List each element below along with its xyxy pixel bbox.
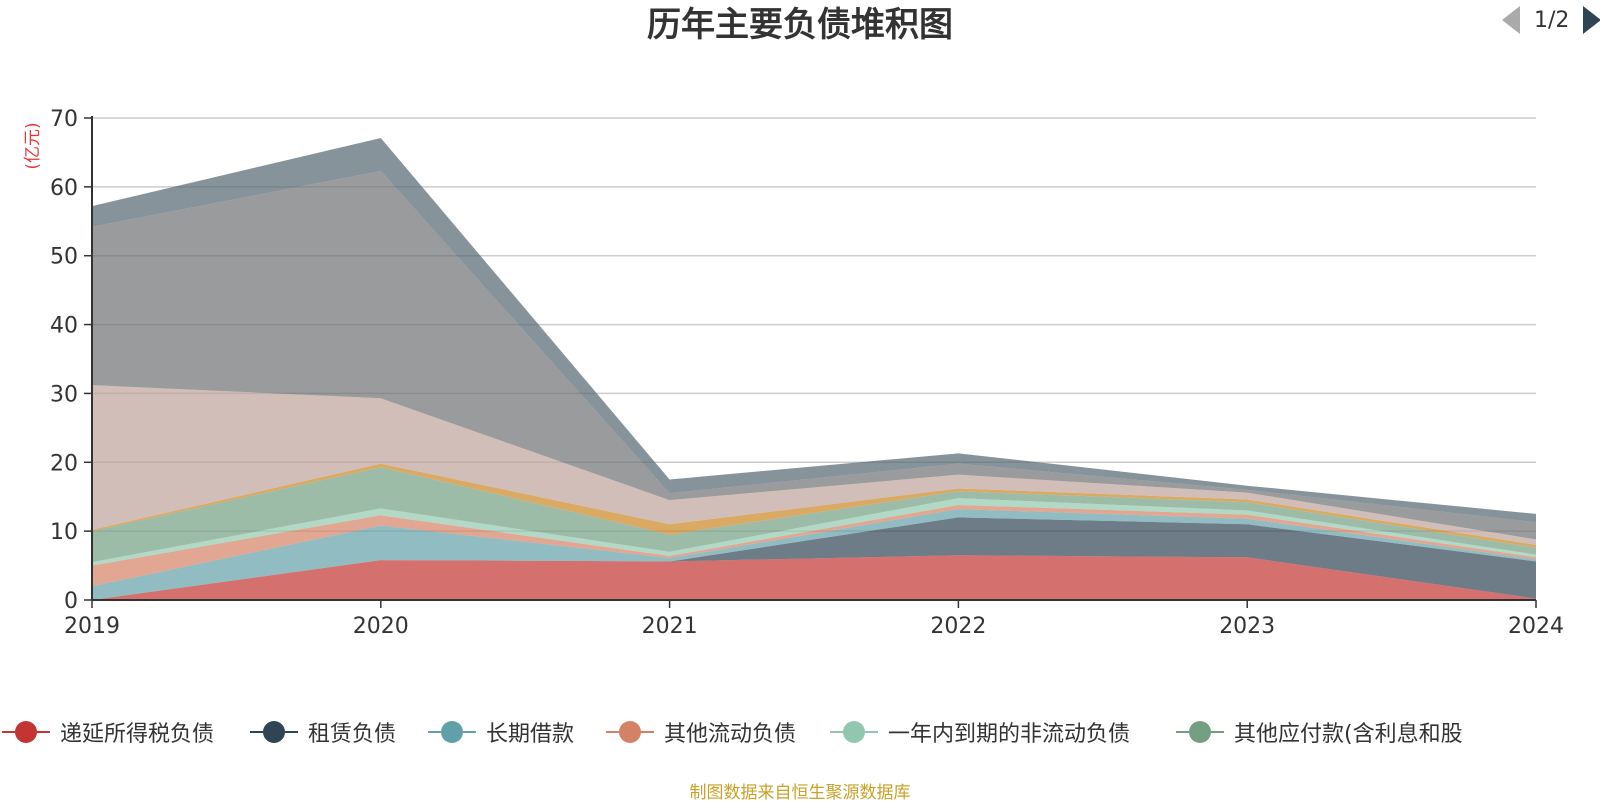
area-series[interactable]	[92, 467, 1536, 563]
y-tick-label: 30	[50, 382, 78, 407]
legend-item[interactable]: 一年内到期的非流动负债	[828, 712, 1130, 752]
y-tick-label: 0	[64, 589, 78, 614]
legend-label: 长期借款	[486, 722, 575, 747]
x-tick-label: 2024	[1508, 614, 1564, 639]
legend-marker-icon	[1174, 717, 1226, 747]
y-tick-label: 10	[50, 520, 78, 545]
y-tick-label: 40	[50, 314, 78, 339]
legend-item[interactable]: 租赁负债	[248, 712, 396, 752]
legend-prev-page-icon[interactable]	[1502, 6, 1520, 34]
legend-page-indicator: 1/2	[1534, 7, 1570, 33]
legend-label: 租赁负债	[308, 722, 397, 747]
x-tick-label: 2020	[353, 614, 409, 639]
y-tick-label: 70	[50, 107, 78, 132]
legend-pager: 1/2	[1502, 0, 1600, 40]
y-tick-label: 60	[50, 176, 78, 201]
x-tick-label: 2021	[642, 614, 698, 639]
y-tick-label: 50	[50, 245, 78, 270]
data-source-note: 制图数据来自恒生聚源数据库	[689, 783, 911, 803]
legend-marker-icon	[0, 717, 52, 747]
y-axis-unit-label: (亿元)	[23, 122, 43, 169]
legend-label: 其他应付款(含利息和股	[1234, 722, 1463, 747]
legend-item[interactable]: 递延所得税负债	[0, 712, 214, 752]
legend-marker-icon	[426, 717, 478, 747]
legend-item[interactable]: 其他流动负债	[604, 712, 796, 752]
legend-marker-icon	[248, 717, 300, 747]
area-series[interactable]	[92, 509, 1536, 600]
area-series[interactable]	[92, 385, 1536, 545]
y-tick-label: 20	[50, 451, 78, 476]
legend-item[interactable]: 长期借款	[426, 712, 574, 752]
area-series[interactable]	[92, 555, 1536, 600]
area-series[interactable]	[92, 517, 1536, 600]
legend: 递延所得税负债 租赁负债 长期借款 其他流动负债 一年内到期的非流动负债 其他应付款(含利…	[0, 712, 1600, 752]
legend-label: 其他流动负债	[664, 722, 797, 747]
legend-label: 一年内到期的非流动负债	[888, 722, 1131, 747]
area-series[interactable]	[92, 137, 1536, 523]
legend-next-page-icon[interactable]	[1583, 6, 1600, 34]
x-tick-label: 2019	[64, 614, 120, 639]
legend-label: 递延所得税负债	[60, 722, 215, 747]
area-series[interactable]	[92, 171, 1536, 540]
chart-title: 历年主要负债堆积图	[647, 5, 953, 45]
legend-marker-icon	[604, 717, 656, 747]
legend-marker-icon	[828, 717, 880, 747]
x-tick-label: 2022	[930, 614, 986, 639]
legend-item[interactable]: 其他应付款(含利息和股	[1174, 712, 1463, 752]
x-tick-label: 2023	[1219, 614, 1275, 639]
